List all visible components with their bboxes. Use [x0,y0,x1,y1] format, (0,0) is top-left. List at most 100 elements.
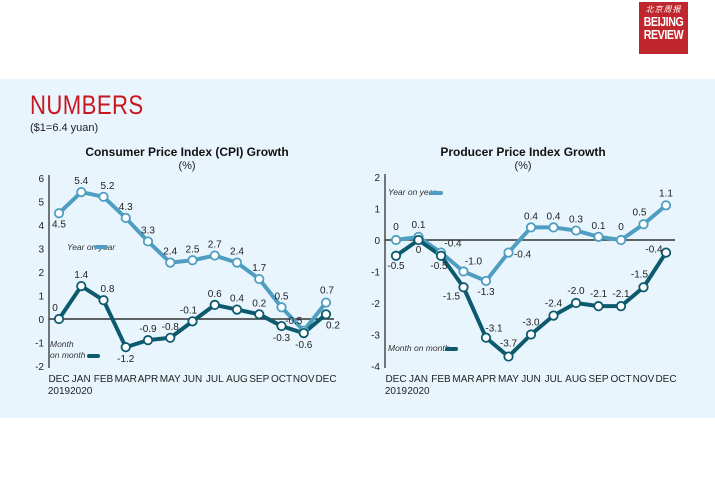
cpi-month-on-month-data-label: -0.8 [162,322,180,333]
cpi-month-on-month-point [298,327,309,339]
ppi-year-on-year-data-label: -1.3 [477,287,495,298]
ppi-x-year-label: 2020 [407,386,430,397]
ppi-month-on-month-data-label: -2.1 [590,289,608,300]
ppi-year-on-year-point [503,247,514,258]
ppi-year-on-year-point [570,225,582,236]
beijing-review-logo: 北京周报 BEIJING REVIEW [639,2,688,54]
ppi-month-on-month-point [390,250,402,261]
ppi-month-on-month-data-label: -2.1 [612,289,630,300]
ppi-y-tick-label: -4 [371,362,380,373]
ppi-x-tick-label: NOV [633,374,655,385]
cpi-month-on-month-point [98,295,109,306]
ppi-year-on-year-data-label: -1.0 [465,257,483,268]
cpi-y-tick-label: 6 [38,174,44,185]
cpi-year-on-year-point [142,236,154,247]
cpi-x-tick-label: DEC [315,374,336,385]
ppi-chart: Producer Price Index Growth (%) 2 1 0 -1 -2 -… [371,145,676,397]
ppi-year-on-year-data-label: 0 [618,222,624,233]
cpi-year-on-year-data-label: -0.5 [285,316,303,327]
ppi-y-tick-label: -3 [371,331,380,342]
ppi-month-on-month-point [480,332,492,343]
ppi-x-tick-label: JUL [545,374,563,385]
cpi-y-tick-label: 5 [38,198,44,209]
ppi-month-on-month-point [615,301,627,312]
cpi-month-on-month-point [209,299,220,310]
ppi-month-on-month-point [638,282,649,293]
ppi-month-on-month-data-label: -2.4 [545,299,563,310]
ppi-x-tick-label: MAR [452,374,474,385]
cpi-x-tick-label: MAR [115,374,137,385]
ppi-x-tick-label: DEC [655,374,676,385]
cpi-year-on-year-data-label: 2.7 [208,240,222,251]
ppi-month-on-month-data-label: -2.0 [567,286,585,297]
cpi-month-on-month-data-label: 0.6 [208,289,222,300]
page-title: NUMBERS [30,90,144,120]
ppi-legend-month-on-month-label: Month on month [388,343,450,353]
ppi-month-on-month-data-label: -0.5 [387,261,405,272]
cpi-year-on-year-data-label: 1.7 [252,263,266,274]
ppi-year-on-year-point [615,234,627,246]
ppi-year-on-year-data-label: 1.1 [659,188,673,199]
exchange-rate-note: ($1=6.4 yuan) [30,122,99,134]
cpi-month-on-month-point [120,342,131,353]
cpi-year-on-year-point [53,208,65,219]
cpi-legend-month-on-month-label: on month [50,350,86,360]
ppi-x-tick-label: MAY [498,374,519,385]
cpi-month-on-month-data-label: -0.6 [295,340,313,351]
cpi-x-tick-label: FEB [94,374,114,385]
ppi-y-tick-label: -2 [371,299,380,310]
ppi-year-on-year-point [390,234,402,246]
cpi-month-on-month-point [320,309,332,320]
ppi-month-on-month-point [570,297,582,309]
cpi-y-tick-label: -2 [35,362,44,373]
ppi-month-on-month-data-label: -0.5 [430,261,448,272]
cpi-month-on-month-data-label: -0.3 [273,333,291,344]
cpi-y-tick-label: -1 [35,339,44,350]
ppi-month-on-month-point [525,329,537,340]
cpi-year-on-year-point [254,273,265,285]
cpi-x-year-label: 2019 [48,386,71,397]
ppi-month-on-month-point [435,250,447,261]
ppi-x-tick-label: DEC [385,374,406,385]
ppi-month-on-month-point [660,247,672,258]
ppi-month-on-month-data-label: -0.4 [645,245,663,256]
cpi-year-on-year-data-label: 5.2 [101,181,115,192]
cpi-year-on-year-data-label: 4.5 [52,219,66,230]
ppi-year-on-year-point [525,222,537,233]
ppi-month-on-month-point [413,234,424,246]
cpi-x-tick-label: SEP [249,374,269,385]
ppi-y-tick-label: 0 [374,236,380,247]
ppi-month-on-month-point [458,282,469,293]
cpi-month-on-month-point [53,313,65,325]
cpi-year-on-year-point [187,255,198,266]
ppi-month-on-month-point [593,301,604,312]
cpi-chart-unit: (%) [178,160,195,172]
ppi-year-on-year-data-label: 0.4 [524,211,538,222]
cpi-x-tick-label: OCT [271,374,292,385]
cpi-y-tick-label: 4 [38,221,44,232]
logo-line-1: BEIJING [643,14,684,29]
cpi-year-on-year-point [209,250,220,261]
cpi-x-tick-label: JAN [72,374,91,385]
cpi-year-on-year-data-label: 0.5 [275,291,289,302]
cpi-month-on-month-data-label: 0.8 [101,284,115,295]
cpi-month-on-month-point [276,320,287,332]
numbers-panel [0,79,715,418]
cpi-year-on-year-data-label: 2.4 [163,247,177,258]
ppi-year-on-year-data-label: 0.5 [633,207,647,218]
ppi-month-on-month-data-label: -1.5 [443,291,461,302]
ppi-y-tick-label: 1 [374,205,380,216]
logo-line-2: REVIEW [643,27,684,42]
ppi-x-tick-label: AUG [565,374,587,385]
cpi-x-tick-label: JUL [206,374,224,385]
cpi-year-on-year-data-label: 5.4 [74,176,88,187]
ppi-x-tick-label: JAN [409,374,428,385]
ppi-y-tick-label: 2 [374,173,380,184]
ppi-x-tick-label: FEB [431,374,451,385]
ppi-year-on-year-point [660,200,672,211]
ppi-month-on-month-data-label: -3.7 [500,339,518,350]
cpi-month-on-month-point [76,280,87,292]
ppi-chart-title: Producer Price Index Growth [440,145,605,159]
ppi-year-on-year-data-label: -0.4 [514,250,532,261]
